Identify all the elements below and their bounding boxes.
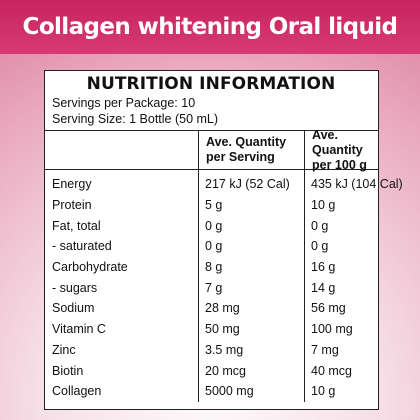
table-row: - saturated 0 g 0 g (45, 236, 378, 257)
panel-heading: NUTRITION INFORMATION (86, 74, 336, 94)
table-row: Fat, total 0 g 0 g (45, 215, 378, 236)
nutrient-name: Carbohydrate (52, 260, 128, 275)
table-row: - sugars 7 g 14 g (45, 277, 378, 298)
serving-size: Serving Size: 1 Bottle (50 mL) (52, 112, 219, 126)
per-100g-value: 10 g (311, 384, 336, 399)
nutrient-name: - sugars (52, 280, 98, 295)
per-serving-value: 50 mg (205, 322, 240, 337)
header-per-serving-line1: Ave. Quantity (206, 135, 287, 149)
table-row: Vitamin C 50 mg 100 mg (45, 319, 378, 340)
table-row: Carbohydrate 8 g 16 g (45, 257, 378, 278)
per-100g-value: 100 mg (311, 322, 353, 337)
table-body: Energy 217 kJ (52 Cal) 435 kJ (104 Cal) … (45, 170, 403, 402)
per-serving-value: 5000 mg (205, 384, 254, 399)
product-title: Collagen whitening Oral liquid (22, 14, 398, 40)
table-row: Biotin 20 mcg 40 mcg (45, 360, 378, 381)
table-row: Sodium 28 mg 56 mg (45, 298, 378, 319)
nutrient-name: Energy (52, 177, 92, 192)
table-header-row: Ave. Quantity per Serving Ave. Quantity … (45, 128, 378, 173)
nutrient-name: Collagen (52, 384, 102, 399)
table-row: Energy 217 kJ (52 Cal) 435 kJ (104 Cal) (45, 174, 403, 195)
nutrient-name: - saturated (52, 239, 112, 254)
header-per-serving-line2: per Serving (206, 150, 275, 164)
nutrient-name: Vitamin C (52, 322, 106, 337)
per-serving-value: 0 g (205, 218, 223, 233)
per-serving-value: 28 mg (205, 301, 240, 316)
header-per-100g-line1: Ave. Quantity (312, 127, 363, 157)
per-100g-value: 56 mg (311, 301, 346, 316)
per-100g-value: 40 mcg (311, 363, 352, 378)
per-100g-value: 0 g (311, 218, 329, 233)
per-serving-value: 20 mcg (205, 363, 246, 378)
table-row: Collagen 5000 mg 10 g (45, 381, 378, 402)
nutrient-name: Zinc (52, 342, 76, 357)
per-serving-value: 7 g (205, 280, 223, 295)
header-per-serving: Ave. Quantity per Serving (198, 135, 304, 165)
title-banner: Collagen whitening Oral liquid (0, 0, 420, 54)
header-per-100g-line2: per 100 g (312, 157, 367, 172)
per-serving-value: 3.5 mg (205, 342, 244, 357)
per-100g-value: 10 g (311, 198, 336, 213)
header-per-100g: Ave. Quantity per 100 g (304, 128, 378, 173)
table-row: Zinc 3.5 mg 7 mg (45, 340, 378, 361)
per-100g-value: 435 kJ (104 Cal) (311, 177, 403, 192)
per-100g-value: 14 g (311, 280, 336, 295)
panel-header: NUTRITION INFORMATION Servings per Packa… (45, 71, 378, 131)
table-row: Protein 5 g 10 g (45, 195, 378, 216)
per-100g-value: 7 mg (311, 342, 339, 357)
per-serving-value: 0 g (205, 239, 223, 254)
per-serving-value: 217 kJ (52 Cal) (205, 177, 290, 192)
servings-per-package: Servings per Package: 10 (52, 96, 196, 110)
per-serving-value: 5 g (205, 198, 223, 213)
per-serving-value: 8 g (205, 260, 223, 275)
nutrient-name: Biotin (52, 363, 84, 378)
per-100g-value: 16 g (311, 260, 336, 275)
nutrient-name: Fat, total (52, 218, 101, 233)
nutrient-name: Sodium (52, 301, 95, 316)
column-divider (304, 131, 305, 402)
nutrient-name: Protein (52, 198, 92, 213)
column-divider (198, 131, 199, 402)
nutrition-panel: NUTRITION INFORMATION Servings per Packa… (44, 70, 403, 410)
per-100g-value: 0 g (311, 239, 329, 254)
nutrition-table: Ave. Quantity per Serving Ave. Quantity … (45, 128, 403, 402)
